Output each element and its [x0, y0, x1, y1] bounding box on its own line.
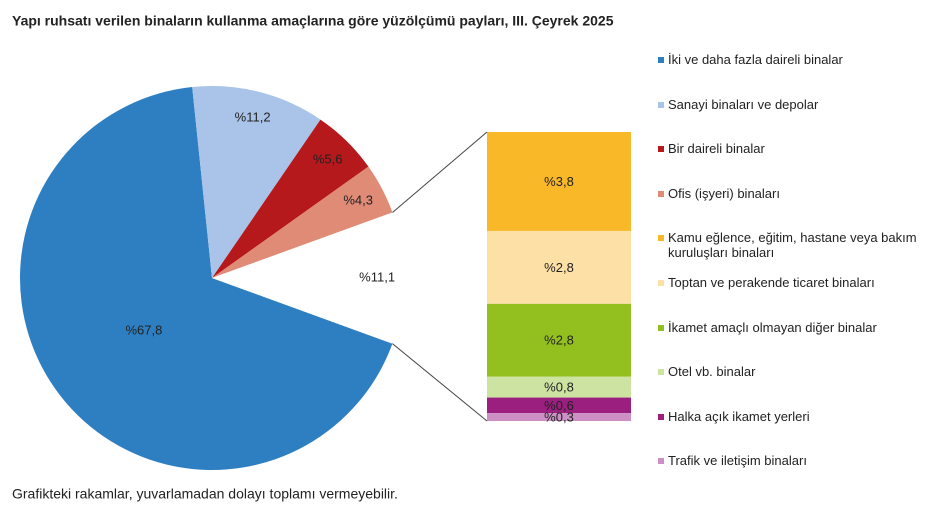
legend-entry: Ofis (işyeri) binaları [658, 185, 918, 201]
legend-label: Otel vb. binalar [668, 364, 756, 380]
legend-label: İkamet amaçlı olmayan diğer binalar [668, 319, 877, 335]
legend-label: İki ve daha fazla daireli binalar [668, 52, 843, 67]
legend-swatch [658, 101, 664, 108]
bar-segment [487, 413, 631, 421]
bar-segment [487, 303, 631, 377]
bar-label: %0,6 [544, 398, 574, 413]
legend-swatch [658, 190, 664, 197]
bar-label: %0,8 [544, 380, 574, 395]
legend-label: Ofis (işyeri) binaları [668, 185, 780, 201]
legend-entry: İkamet amaçlı olmayan diğer binalar [658, 319, 918, 335]
slice-label: %67,8 [125, 323, 162, 338]
slice-label: %11,1 [359, 269, 395, 284]
legend-label: Trafik ve iletişim binaları [668, 453, 807, 469]
pie-slice [20, 87, 393, 470]
legend-swatch [658, 57, 664, 63]
bar-label: %3,8 [544, 174, 574, 189]
legend-swatch [658, 235, 664, 242]
pie-slice [192, 86, 321, 278]
chart-title: Yapı ruhsatı verilen binaların kullanma … [12, 13, 614, 29]
slice-label: %5,6 [313, 152, 343, 167]
legend-entry: Bir daireli binalar [658, 141, 918, 157]
legend-label: Toptan ve perakende ticaret binaları [668, 275, 875, 290]
bar-segment [487, 376, 631, 398]
legend-swatch [658, 146, 664, 153]
slice-label: %4,3 [343, 193, 373, 208]
connector [392, 343, 488, 422]
legend-label: Kamu eğlence, eğitim, hastane veya bakım… [668, 230, 917, 261]
legend-swatch [658, 280, 664, 286]
pie-slice [212, 212, 405, 344]
legend-label: Sanayi binaları ve depolar [668, 96, 819, 112]
legend-entry: Sanayi binaları ve depolar [658, 96, 918, 112]
legend-label: Bir daireli binalar [668, 141, 765, 157]
legend-entry: Otel vb. binalar [658, 364, 918, 380]
footnote: Grafikteki rakamlar, yuvarlamadan dolayı… [12, 486, 398, 502]
legend-entry: Trafik ve iletişim binaları [658, 453, 918, 469]
bar-segment [487, 132, 631, 231]
legend-swatch [658, 369, 664, 376]
legend-label: Halka açık ikamet yerleri [668, 408, 810, 424]
pie-slice [212, 119, 369, 278]
legend-swatch [658, 324, 664, 331]
bar-label: %2,8 [544, 260, 574, 275]
legend-swatch [658, 413, 664, 420]
legend-entry: Kamu eğlence, eğitim, hastane veya bakım… [658, 230, 918, 261]
legend-entry: İki ve daha fazla daireli binalar [658, 52, 918, 67]
connector [392, 131, 488, 213]
bar-label: %0,3 [544, 410, 574, 425]
bar-segment [487, 230, 631, 304]
pie-slice [212, 166, 393, 278]
legend-entry: Toptan ve perakende ticaret binaları [658, 275, 918, 290]
legend-swatch [658, 458, 664, 465]
bar-label: %2,8 [544, 333, 574, 348]
slice-label: %11,2 [235, 109, 271, 124]
bar-segment [487, 397, 631, 414]
legend-entry: Halka açık ikamet yerleri [658, 408, 918, 424]
